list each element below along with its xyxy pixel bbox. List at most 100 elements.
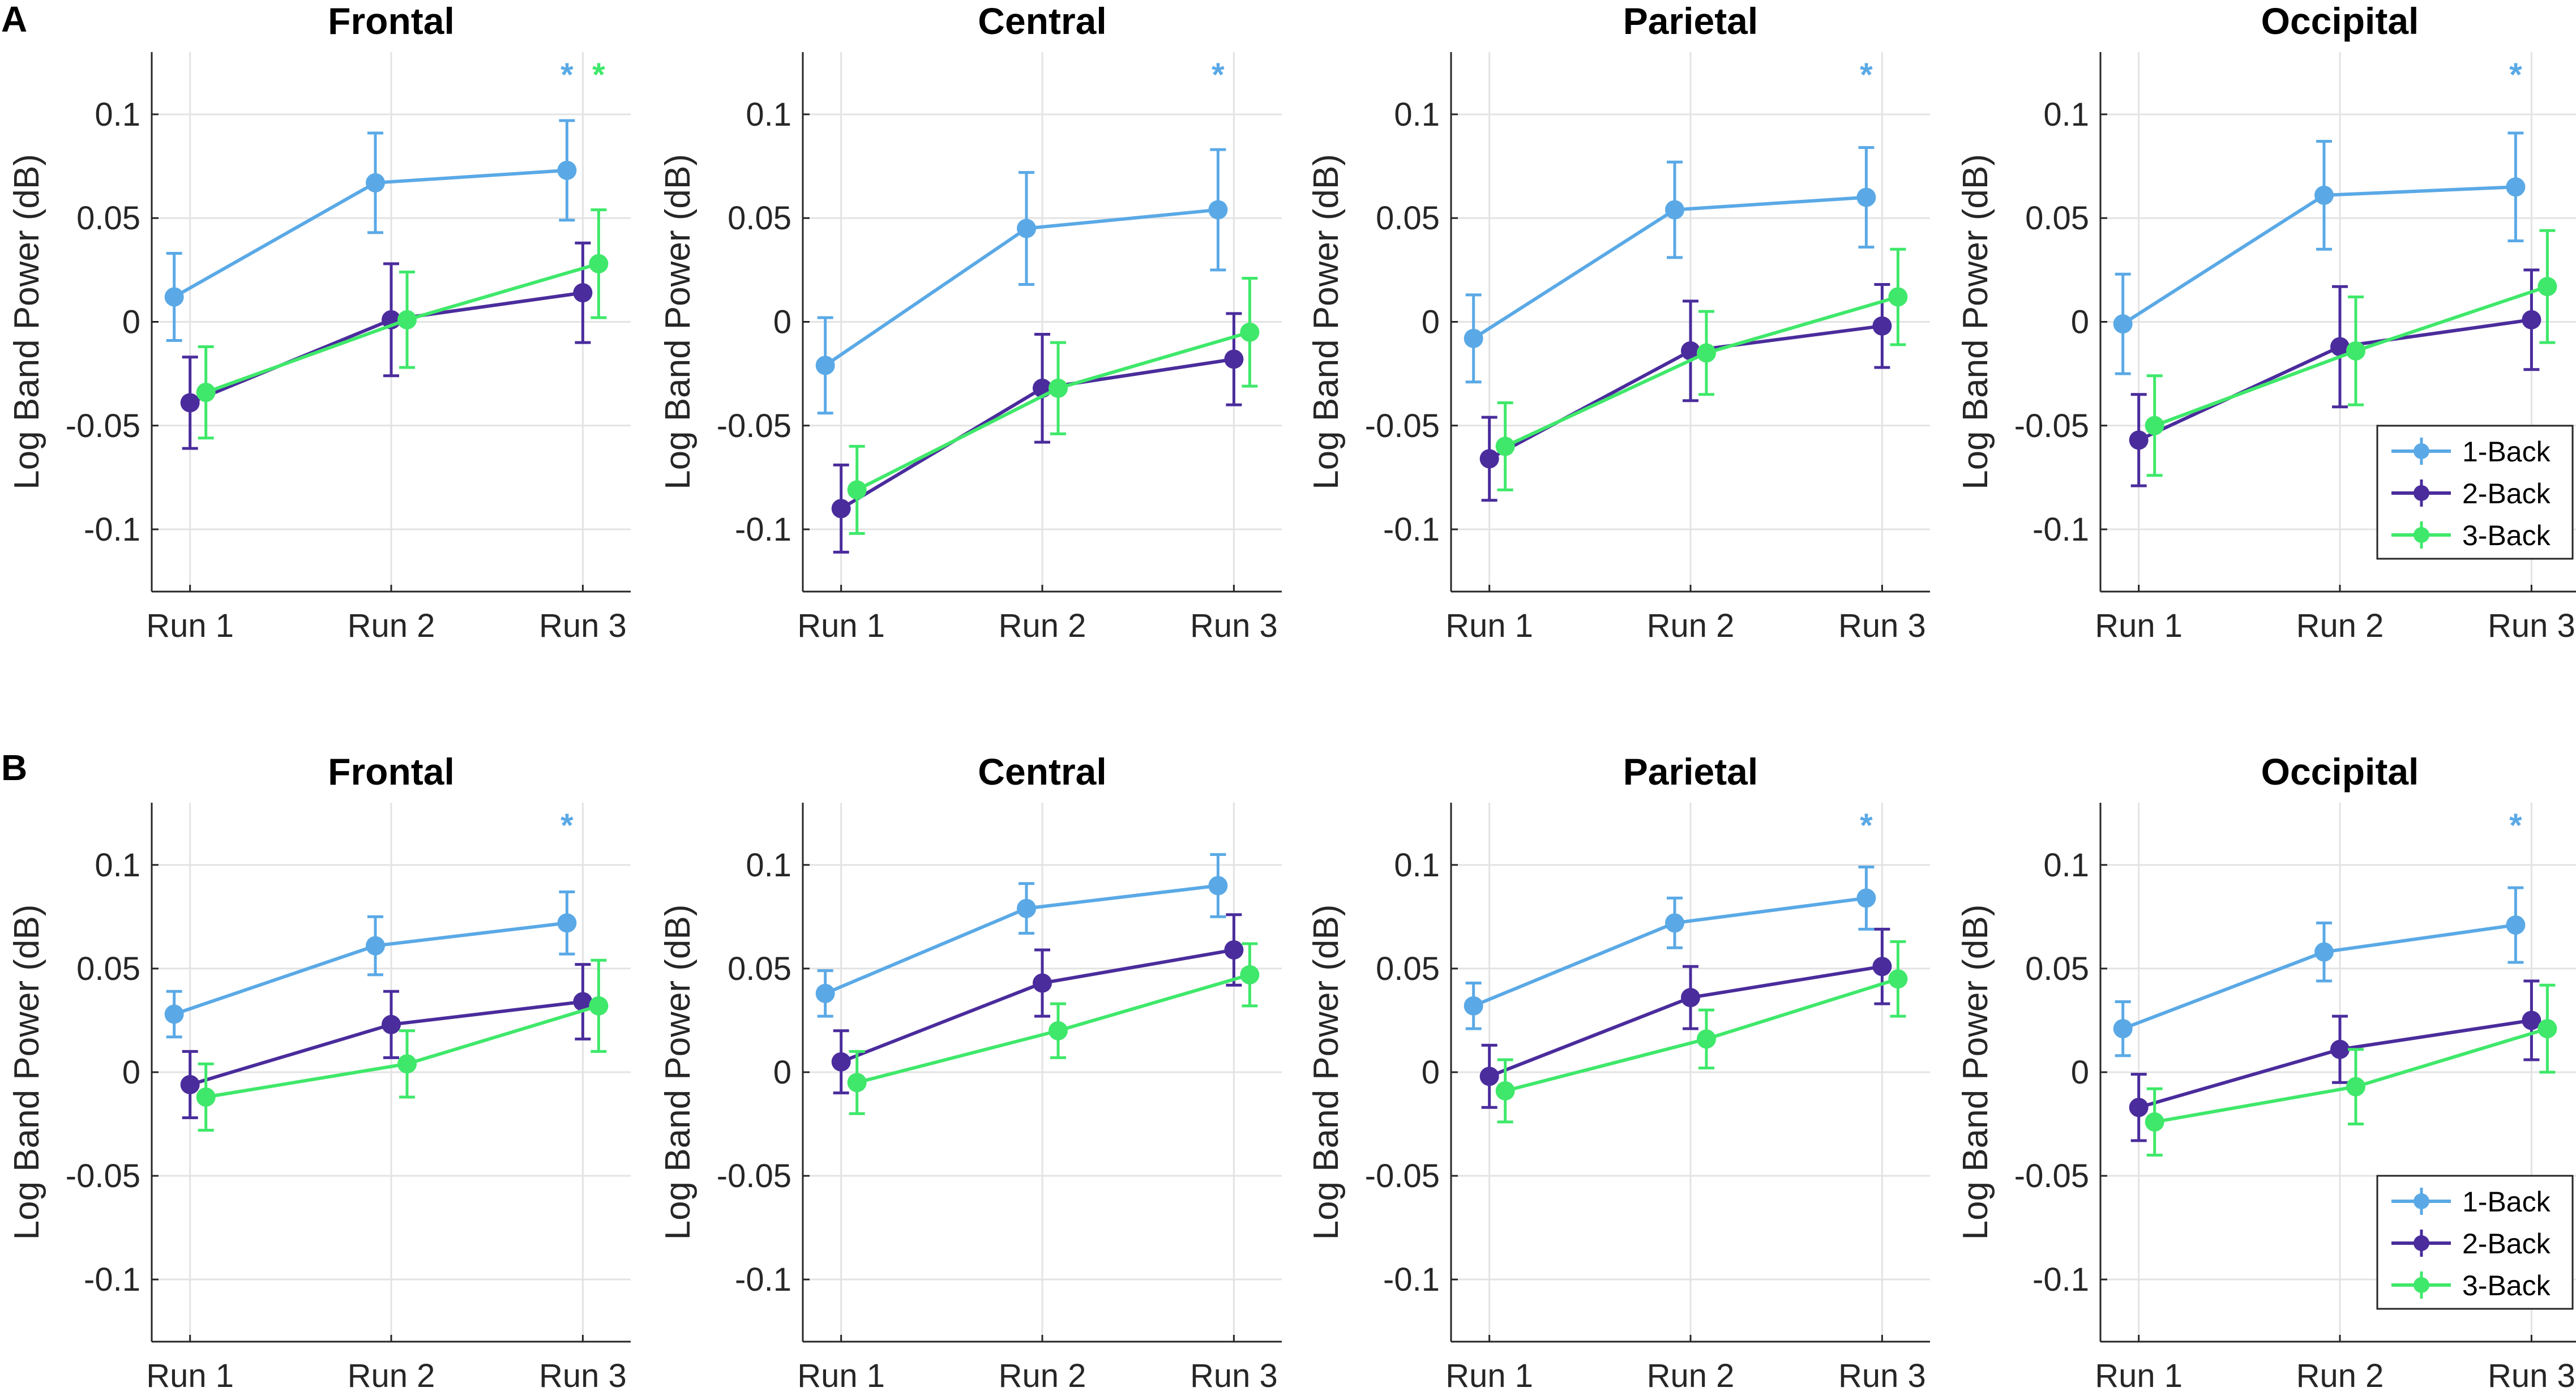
legend-swatch-marker	[2414, 485, 2429, 501]
data-point-1-back	[1665, 913, 1684, 933]
x-tick-label: Run 2	[999, 1358, 1086, 1394]
data-point-2-back	[1224, 349, 1244, 369]
legend-label: 3-Back	[2462, 1270, 2551, 1301]
data-point-2-back	[573, 992, 593, 1012]
y-tick-label: -0.1	[2032, 1261, 2089, 1298]
chart-title: Frontal	[328, 0, 455, 42]
data-point-3-back	[1697, 343, 1716, 363]
series-line-3-back	[2154, 1027, 2548, 1124]
data-point-2-back	[180, 1074, 200, 1094]
chart-title: Central	[978, 751, 1106, 793]
panel-letter-b: B	[1, 747, 27, 788]
significance-star: *	[592, 57, 605, 93]
x-tick-label: Run 3	[1190, 607, 1278, 644]
legend-label: 2-Back	[2462, 1228, 2551, 1260]
data-point-2-back	[831, 1052, 851, 1072]
legend-label: 1-Back	[2462, 1186, 2551, 1218]
data-point-1-back	[1464, 996, 1483, 1016]
data-point-3-back	[1888, 969, 1908, 989]
y-tick-label: -0.05	[2014, 408, 2089, 444]
legend-label: 1-Back	[2462, 436, 2551, 468]
data-point-3-back	[1495, 1081, 1515, 1100]
x-tick-label: Run 3	[1838, 607, 1926, 644]
y-tick-label: -0.05	[66, 408, 140, 444]
data-point-1-back	[2506, 915, 2526, 935]
y-tick-label: 0	[122, 1054, 140, 1091]
data-point-1-back	[1017, 219, 1036, 238]
data-point-3-back	[589, 996, 609, 1016]
significance-star: *	[2509, 57, 2522, 93]
y-axis-label: Log Band Power (dB)	[658, 905, 698, 1240]
chart-title: Occipital	[2261, 0, 2419, 42]
data-point-1-back	[1856, 187, 1876, 207]
chart-panel-b-frontal: 0.1 0.05 0 -0.05 -0.1 Run 1 Run 2 Run 3 Frontal L…	[7, 751, 631, 1394]
y-tick-label: -0.1	[735, 1261, 791, 1298]
chart-title: Frontal	[328, 751, 455, 793]
y-tick-label: 0.05	[1376, 950, 1440, 987]
series-line-2-back	[2138, 1018, 2532, 1110]
data-point-2-back	[1872, 316, 1892, 336]
y-tick-label: -0.1	[2032, 511, 2089, 548]
chart-panel-b-parietal: 0.1 0.05 0 -0.05 -0.1 Run 1 Run 2 Run 3 Parietal…	[1307, 751, 1930, 1394]
data-point-1-back	[1208, 200, 1228, 220]
significance-star: *	[560, 807, 574, 844]
series-line-2-back	[840, 948, 1234, 1064]
data-point-2-back	[1872, 957, 1892, 977]
x-tick-label: Run 3	[1838, 1358, 1926, 1394]
chart-title: Parietal	[1623, 751, 1758, 793]
chart-title: Central	[978, 0, 1106, 42]
series-line-1-back	[2122, 923, 2516, 1030]
significance-star: *	[2509, 807, 2522, 844]
x-tick-label: Run 1	[146, 607, 234, 644]
y-tick-label: -0.05	[2014, 1158, 2089, 1194]
y-tick-label: 0.1	[1394, 847, 1440, 884]
significance-star: *	[1860, 57, 1873, 93]
y-tick-label: 0.1	[95, 96, 140, 133]
legend-label: 2-Back	[2462, 478, 2551, 509]
data-point-1-back	[1017, 898, 1036, 918]
y-tick-label: 0.05	[2025, 950, 2089, 987]
chart-panel-a-central: 0.1 0.05 0 -0.05 -0.1 Run 1 Run 2 Run 3 Central L…	[658, 0, 1282, 644]
data-point-1-back	[557, 160, 577, 180]
x-tick-label: Run 2	[348, 1358, 435, 1394]
significance-star: *	[1860, 807, 1873, 844]
y-tick-label: 0	[1422, 1054, 1440, 1091]
data-point-2-back	[2129, 1098, 2149, 1117]
data-point-1-back	[164, 1004, 184, 1024]
data-point-3-back	[2346, 1077, 2365, 1097]
data-point-2-back	[831, 499, 851, 519]
x-tick-label: Run 2	[348, 607, 435, 644]
y-tick-label: -0.05	[66, 1158, 140, 1194]
panel-letter-a: A	[1, 0, 27, 40]
series-line-1-back	[1473, 896, 1867, 1008]
y-tick-label: -0.1	[1383, 511, 1440, 548]
data-point-3-back	[397, 310, 417, 329]
y-axis-label: Log Band Power (dB)	[1956, 905, 1995, 1240]
y-tick-label: -0.1	[84, 1261, 140, 1298]
data-point-3-back	[847, 480, 867, 500]
y-tick-label: -0.05	[717, 408, 791, 444]
y-tick-label: 0.05	[1376, 200, 1440, 237]
data-point-2-back	[180, 393, 200, 413]
data-point-3-back	[1049, 1021, 1068, 1040]
series-line-3-back	[856, 330, 1251, 492]
data-point-3-back	[2538, 277, 2557, 297]
data-point-3-back	[847, 1073, 867, 1093]
data-point-2-back	[1224, 940, 1244, 960]
data-point-3-back	[196, 1087, 216, 1107]
chart-panel-a-parietal: 0.1 0.05 0 -0.05 -0.1 Run 1 Run 2 Run 3 Parietal…	[1307, 0, 1930, 644]
data-point-3-back	[1240, 965, 1260, 984]
legend-swatch-marker	[2414, 527, 2429, 543]
y-tick-label: 0	[1422, 304, 1440, 341]
x-tick-label: Run 3	[539, 607, 627, 644]
x-tick-label: Run 1	[2095, 1358, 2183, 1394]
series-line-2-back	[2138, 318, 2532, 442]
data-point-2-back	[2330, 337, 2350, 357]
data-point-1-back	[1856, 888, 1876, 908]
x-tick-label: Run 3	[539, 1358, 627, 1394]
y-tick-label: 0.05	[728, 200, 791, 237]
chart-title: Occipital	[2261, 751, 2419, 793]
data-point-2-back	[1681, 988, 1700, 1008]
y-tick-label: 0.05	[2025, 200, 2089, 237]
